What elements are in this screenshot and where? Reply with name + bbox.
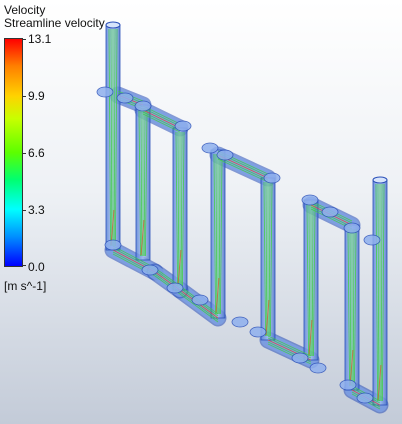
streamline xyxy=(179,293,219,323)
streamline-high-velocity xyxy=(308,319,313,356)
pipe-flange xyxy=(104,239,122,251)
streamline xyxy=(306,203,310,357)
streamline xyxy=(268,181,271,337)
tick-mark xyxy=(22,210,26,211)
streamline xyxy=(180,131,183,287)
pipe-flange xyxy=(291,352,309,364)
tick-mark xyxy=(22,265,26,266)
streamline xyxy=(143,108,146,257)
streamline-high-velocity xyxy=(177,249,182,286)
streamline xyxy=(112,245,156,269)
tick-label: 6.6 xyxy=(28,146,45,160)
streamline xyxy=(179,291,219,321)
streamline xyxy=(349,228,352,387)
streamline xyxy=(269,181,273,337)
streamline xyxy=(377,183,380,402)
streamline xyxy=(217,158,269,183)
streamline xyxy=(219,153,223,315)
legend-subtitle: Streamline velocity xyxy=(4,16,105,30)
streamline xyxy=(217,156,269,181)
legend-title: Velocity xyxy=(4,3,46,17)
pipe-flange xyxy=(321,206,339,218)
pipe-flange xyxy=(141,264,159,276)
pipe-flange xyxy=(174,120,192,132)
streamline xyxy=(218,153,221,315)
streamline xyxy=(265,181,268,337)
streamline-high-velocity xyxy=(140,219,145,256)
streamline-high-velocity xyxy=(215,277,220,314)
pipe-flange xyxy=(96,86,114,98)
tick-mark xyxy=(22,153,26,154)
streamline xyxy=(177,131,180,287)
pipe-flange xyxy=(191,294,209,306)
color-scale-bar xyxy=(4,38,23,267)
pipe-network xyxy=(104,21,389,414)
streamline xyxy=(215,153,218,315)
streamline-high-velocity xyxy=(377,364,382,401)
streamline xyxy=(110,28,113,247)
streamline xyxy=(347,228,351,387)
streamline xyxy=(113,28,116,247)
pipe-flange xyxy=(134,100,152,112)
tick-mark xyxy=(22,96,26,97)
pipe-flange xyxy=(249,326,267,338)
streamline xyxy=(380,183,383,402)
streamline xyxy=(353,228,357,387)
streamline xyxy=(213,153,217,315)
streamline xyxy=(142,111,181,131)
tick-mark xyxy=(22,39,26,40)
pipe-inlet xyxy=(105,21,121,29)
streamline xyxy=(381,183,385,402)
pipe-flange xyxy=(363,234,381,246)
tick-label-min: 0.0 xyxy=(28,260,45,274)
streamline-high-velocity xyxy=(349,349,354,386)
streamline xyxy=(142,113,181,133)
pipe-outlet xyxy=(372,176,388,184)
pipe-flanges xyxy=(96,86,381,404)
streamline xyxy=(108,28,112,247)
tick-label: 3.3 xyxy=(28,203,45,217)
streamlines xyxy=(108,28,385,410)
pipe-flange xyxy=(343,222,361,234)
pipe-flange xyxy=(356,392,374,404)
streamline xyxy=(263,181,267,337)
streamline xyxy=(311,203,314,357)
streamline xyxy=(352,228,355,387)
pipe-flange xyxy=(201,142,219,154)
streamline xyxy=(142,109,181,129)
pipe-flange xyxy=(339,379,357,391)
pipe-flange xyxy=(301,194,319,206)
streamline xyxy=(144,108,148,257)
pipe-flange xyxy=(216,149,234,161)
tick-label: 9.9 xyxy=(28,89,45,103)
streamline xyxy=(375,183,379,402)
streamline xyxy=(138,108,142,257)
streamline xyxy=(181,131,185,287)
streamline xyxy=(267,335,312,357)
streamline-high-velocity xyxy=(265,299,270,336)
pipe-flange xyxy=(309,362,327,374)
streamline xyxy=(140,108,143,257)
units-label: [m s^-1] xyxy=(4,279,47,293)
streamline xyxy=(114,28,118,247)
streamline xyxy=(308,203,311,357)
streamline xyxy=(312,203,316,357)
pipe-flange xyxy=(116,92,134,104)
streamline xyxy=(175,131,179,287)
pipe-flange xyxy=(263,172,281,184)
pipe-flange xyxy=(231,316,249,328)
pipe-flange xyxy=(166,282,184,294)
tick-label-max: 13.1 xyxy=(28,32,52,46)
streamline-high-velocity xyxy=(110,209,115,246)
streamline xyxy=(142,107,181,127)
